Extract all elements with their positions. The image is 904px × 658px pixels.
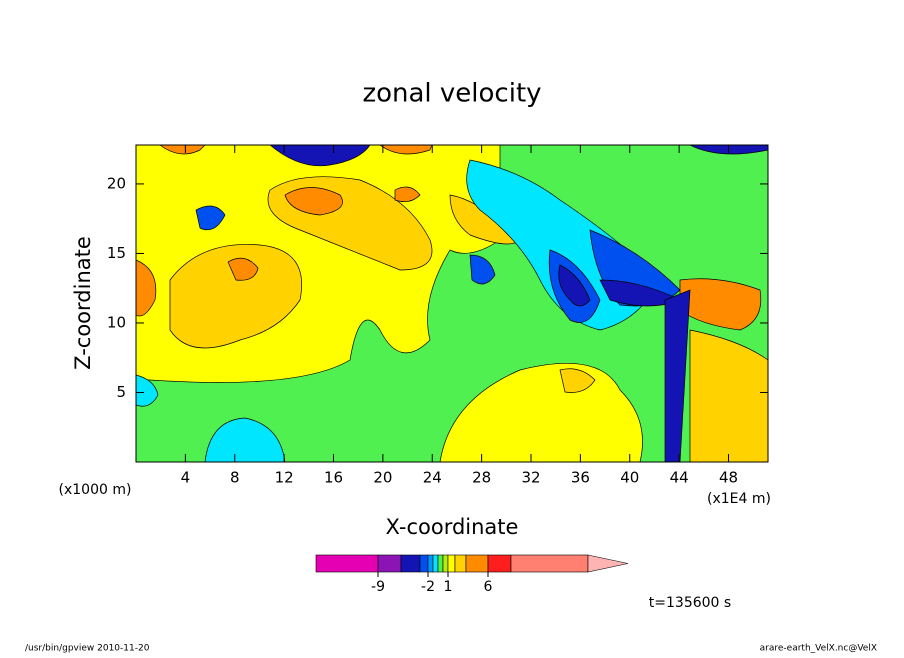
colorbar-segment — [442, 554, 449, 573]
colorbar-tick-label: 6 — [484, 579, 493, 595]
colorbar-segment — [447, 554, 456, 573]
y-tick-label: 20 — [107, 174, 126, 192]
colorbar-segment — [487, 554, 512, 573]
colorbar-segment — [454, 554, 467, 573]
colorbar-segment — [419, 554, 429, 573]
footer-right: arare-earth_VelX.nc@VelX — [760, 644, 877, 654]
colorbar-tick-label: -2 — [421, 579, 435, 595]
colorbar-tick-label: 1 — [444, 579, 453, 595]
y-tick-label: 10 — [107, 313, 126, 331]
x-tick-label: 20 — [373, 469, 392, 487]
x-unit-label: (x1000 m) — [59, 482, 132, 498]
y-tick-label: 5 — [116, 383, 126, 401]
x-unit-label-2: (x1E4 m) — [707, 491, 771, 507]
colorbar-segment — [510, 554, 589, 573]
colorbar-segment — [432, 554, 439, 573]
x-tick-label: 48 — [719, 469, 738, 487]
x-tick-label: 8 — [230, 469, 240, 487]
y-tick-label: 15 — [107, 244, 126, 262]
x-tick-label: 32 — [521, 469, 540, 487]
colorbar-segment — [437, 554, 444, 573]
colorbar-tick-label: -9 — [371, 579, 385, 595]
x-tick-label: 40 — [620, 469, 639, 487]
colorbar-segment — [465, 554, 489, 573]
colorbar-extension — [587, 554, 629, 573]
x-tick-label: 28 — [472, 469, 491, 487]
plot-frame — [135, 144, 769, 463]
x-tick-label: 24 — [423, 469, 442, 487]
y-axis-label: Z-coordinate — [71, 236, 95, 370]
chart-title: zonal velocity — [362, 79, 541, 109]
x-tick-label: 44 — [670, 469, 689, 487]
x-axis-label: X-coordinate — [386, 515, 519, 539]
colorbar-segment — [427, 554, 434, 573]
colorbar: -9 -2 1 6 — [315, 554, 629, 595]
footer-left: /usr/bin/gpview 2010-11-20 — [25, 644, 150, 654]
x-tick-label: 4 — [181, 469, 191, 487]
x-tick-label: 36 — [571, 469, 590, 487]
colorbar-segment — [377, 554, 402, 573]
colorbar-segment — [315, 554, 379, 573]
contour-field — [136, 145, 768, 462]
time-label: t=135600 s — [649, 595, 731, 611]
colorbar-segment — [400, 554, 421, 573]
x-tick-label: 12 — [275, 469, 294, 487]
x-tick-label: 16 — [324, 469, 343, 487]
